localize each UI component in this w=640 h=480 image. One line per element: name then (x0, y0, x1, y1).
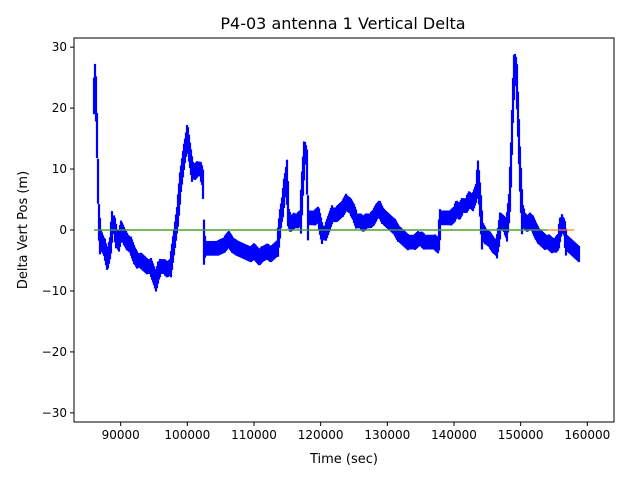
y-tick-label: 10 (52, 162, 67, 176)
y-tick-label: 30 (52, 40, 67, 54)
x-tick-label: 150000 (498, 428, 544, 442)
y-tick-label: −30 (42, 406, 67, 420)
plot-area: 90000 100000 110000 120000 130000 140000 15000… (42, 37, 615, 442)
ticks-layer: 90000 100000 110000 120000 130000 140000 15000… (42, 40, 611, 442)
x-tick-label: 110000 (231, 428, 277, 442)
y-tick-label: −10 (42, 284, 67, 298)
y-tick-label: −20 (42, 345, 67, 359)
x-tick-label: 100000 (164, 428, 210, 442)
series-vertical-delta (92, 53, 581, 292)
series-layer (92, 53, 581, 292)
x-axis-label: Time (sec) (309, 452, 378, 467)
x-tick-label: 140000 (431, 428, 477, 442)
x-tick-label: 160000 (564, 428, 610, 442)
chart-title: P4-03 antenna 1 Vertical Delta (220, 14, 465, 33)
x-tick-label: 130000 (364, 428, 410, 442)
x-tick-label: 90000 (102, 428, 140, 442)
y-tick-label: 0 (59, 223, 67, 237)
x-tick-label: 120000 (298, 428, 344, 442)
y-axis-label: Delta Vert Pos (m) (16, 171, 31, 289)
plot-frame (73, 37, 615, 423)
y-tick-label: 20 (52, 101, 67, 115)
